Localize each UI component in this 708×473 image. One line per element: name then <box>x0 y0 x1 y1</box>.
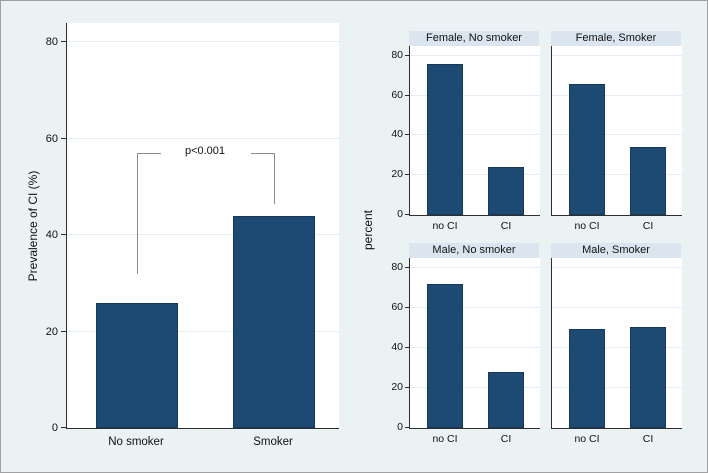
left-y-tick-label: 80 <box>45 36 58 49</box>
left-y-axis-title-text: Prevalence of CI (%) <box>26 170 40 282</box>
panel-y-tick-label: 60 <box>391 88 403 101</box>
panel-gridline <box>552 387 682 388</box>
left-y-tick <box>61 427 66 428</box>
panel-title: Female, No smoker <box>409 31 539 46</box>
panel-plot-area: 0 20 40 60 80 no CI CI <box>391 46 540 232</box>
panel-bar-no-ci <box>569 329 605 428</box>
significance-bracket-right-horizontal <box>251 153 275 155</box>
left-y-tick-label: 0 <box>51 422 58 434</box>
panel-y-tick-label: 20 <box>391 168 403 181</box>
panel-x-category-label: CI <box>642 433 654 445</box>
left-y-tick <box>61 234 66 236</box>
left-y-tick-label: 60 <box>45 132 58 145</box>
panel-y-tick-label: 0 <box>397 208 403 220</box>
left-bar-smoker <box>233 215 315 428</box>
panel-bar-ci <box>488 167 524 215</box>
panel-bar-ci <box>488 372 524 428</box>
left-gridline <box>67 234 339 236</box>
significance-bracket-right-vertical <box>274 153 275 204</box>
panel-bar-ci <box>630 147 666 215</box>
panel-y-tick-label: 60 <box>391 301 403 313</box>
panel-gridline <box>410 267 540 268</box>
panel-y-tick-label: 80 <box>391 261 403 273</box>
panel-gridline <box>552 174 682 176</box>
panel-y-tick <box>405 94 410 96</box>
left-plot-area: 0 20 40 60 80 p<0.001 <box>46 23 339 434</box>
panel-female-smoker: Female, Smoker no CI CI <box>551 31 682 232</box>
panel-x-category-label: CI <box>500 220 512 232</box>
panel-male-smoker: Male, Smoker no CI CI <box>551 243 682 445</box>
panel-female-no-smoker: Female, No smoker 0 20 40 60 80 no CI CI <box>391 31 540 232</box>
panel-gridline <box>552 267 682 268</box>
panel-x-category-label: no CI <box>574 433 600 445</box>
significance-bracket-left-horizontal <box>137 153 161 155</box>
left-y-tick-label: 40 <box>45 229 58 242</box>
left-y-tick <box>61 330 66 332</box>
panel-y-tick <box>405 214 410 215</box>
panel-plot-area: no CI CI <box>551 258 682 445</box>
percent-axis-title-text: percent <box>361 209 375 251</box>
left-gridline <box>67 41 339 43</box>
panel-y-tick <box>405 307 410 308</box>
panel-x-category-label: CI <box>642 220 654 232</box>
panel-y-tick-label: 40 <box>391 128 403 141</box>
panel-y-tick-label: 0 <box>397 421 403 433</box>
panel-y-tick <box>405 427 410 428</box>
panel-gridline <box>552 94 682 96</box>
panel-y-tick <box>405 387 410 388</box>
left-x-category-label: Smoker <box>253 436 293 448</box>
panel-gridline <box>410 134 540 136</box>
panel-title: Male, No smoker <box>409 243 539 258</box>
panel-title: Female, Smoker <box>551 31 681 46</box>
panel-y-tick-label: 20 <box>391 381 403 393</box>
panel-y-tick <box>405 347 410 348</box>
panel-gridline <box>410 174 540 176</box>
panel-bar-no-ci <box>427 284 463 428</box>
panel-y-tick-label: 40 <box>391 341 403 353</box>
left-gridline <box>67 137 339 139</box>
significance-bracket-left-vertical <box>137 153 138 274</box>
panel-gridline <box>552 307 682 308</box>
left-gridline <box>67 330 339 332</box>
panel-bar-no-ci <box>569 83 605 215</box>
panel-plot-area: 0 20 40 60 80 no CI CI <box>391 258 540 445</box>
panel-gridline <box>410 347 540 348</box>
panel-y-tick-label: 80 <box>391 48 403 61</box>
panel-gridline <box>552 134 682 136</box>
panel-x-category-label: CI <box>500 433 512 445</box>
panel-gridline <box>410 94 540 96</box>
panel-x-category-label: no CI <box>574 220 600 232</box>
left-x-category-label: No smoker <box>108 436 164 448</box>
p-value-label: p<0.001 <box>184 145 226 158</box>
panel-plot-area: no CI CI <box>551 46 682 232</box>
left-y-tick-label: 20 <box>45 325 58 338</box>
left-bar-no-smoker <box>96 302 178 428</box>
panel-gridline <box>410 307 540 308</box>
panel-gridline <box>552 347 682 348</box>
panel-y-tick <box>405 174 410 176</box>
panel-bar-ci <box>630 327 666 428</box>
panel-bar-no-ci <box>427 63 463 215</box>
panel-y-tick <box>405 267 410 268</box>
panel-y-tick <box>405 134 410 136</box>
panel-gridline <box>552 54 682 56</box>
panel-y-tick <box>405 54 410 56</box>
panel-male-no-smoker: Male, No smoker 0 20 40 60 80 no CI CI <box>391 243 540 445</box>
panel-gridline <box>410 387 540 388</box>
panel-x-category-label: no CI <box>432 433 458 445</box>
left-y-tick <box>61 41 66 43</box>
panel-gridline <box>410 54 540 56</box>
panel-x-category-label: no CI <box>432 220 458 232</box>
left-y-tick <box>61 137 66 139</box>
panel-title: Male, Smoker <box>551 243 681 258</box>
